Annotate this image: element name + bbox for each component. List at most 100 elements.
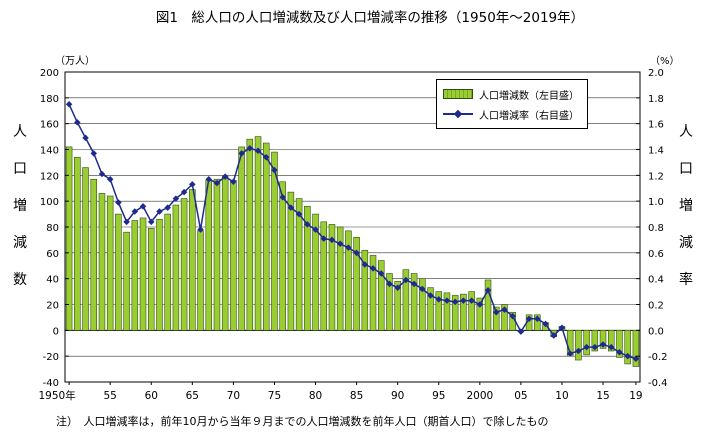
bar-population-change — [165, 214, 171, 330]
bar-population-change — [222, 177, 228, 331]
axis-title-char: 人 — [13, 124, 27, 140]
axis-title-char: 人 — [679, 124, 693, 140]
bar-population-change — [263, 143, 269, 330]
x-tick-label: 80 — [309, 390, 322, 402]
right-tick-label: 1.0 — [648, 197, 664, 208]
legend-label-bars: 人口増減数（左目盛） — [479, 87, 579, 102]
bar-population-change — [255, 137, 261, 331]
bar-population-change — [230, 181, 236, 331]
axis-title-char: 口 — [13, 161, 27, 177]
x-tick-label: 15 — [596, 390, 609, 402]
legend-item-bars: 人口増減数（左目盛） — [443, 86, 579, 102]
x-tick-label: 19 — [629, 390, 642, 402]
bar-population-change — [91, 179, 97, 330]
bar-series — [66, 137, 639, 367]
right-tick-label: 0.0 — [648, 326, 664, 337]
left-tick-label: 100 — [40, 197, 59, 208]
right-tick-label: 0.2 — [648, 301, 664, 312]
right-tick-label: 1.8 — [648, 94, 664, 105]
axis-title-char: 口 — [679, 161, 693, 177]
rate-marker — [115, 199, 122, 206]
x-tick-label: 2000 — [466, 390, 493, 402]
x-tick-label: 65 — [186, 390, 199, 402]
x-tick-label: 70 — [227, 390, 240, 402]
x-tick-label: 10 — [555, 390, 568, 402]
bar-population-change — [173, 205, 179, 330]
right-tick-label: 1.2 — [648, 171, 664, 182]
legend-bar-swatch — [443, 89, 473, 99]
bar-population-change — [575, 330, 581, 360]
rate-marker — [74, 119, 81, 126]
bar-population-change — [247, 139, 253, 330]
bar-population-change — [280, 182, 286, 331]
axis-title-char: 数 — [13, 272, 27, 288]
bar-population-change — [83, 168, 89, 331]
chart-title: 図1 総人口の人口増減数及び人口増減率の推移（1950年～2019年） — [156, 9, 584, 26]
bar-population-change — [66, 147, 72, 330]
bar-population-change — [181, 199, 187, 331]
rate-marker — [66, 101, 73, 108]
bar-population-change — [115, 214, 121, 330]
legend: 人口増減数（左目盛） 人口増減率（右目盛） — [436, 79, 588, 129]
x-tick-label: 90 — [391, 390, 404, 402]
x-tick-label: 95 — [432, 390, 445, 402]
left-tick-label: 140 — [40, 146, 59, 157]
x-tick-label: 85 — [350, 390, 363, 402]
bar-population-change — [584, 330, 590, 355]
right-tick-label: 0.8 — [648, 223, 664, 234]
x-tick-label: 05 — [514, 390, 527, 402]
legend-item-line: 人口増減率（右目盛） — [443, 106, 579, 122]
right-tick-label: -0.4 — [648, 378, 668, 389]
bar-population-change — [124, 232, 130, 330]
left-tick-label: 160 — [40, 120, 59, 131]
bar-population-change — [74, 157, 80, 330]
x-tick-label: 1950年 — [38, 389, 75, 402]
legend-label-line: 人口増減率（右目盛） — [479, 107, 579, 122]
x-tick-label: 75 — [268, 390, 281, 402]
left-tick-label: 40 — [46, 275, 59, 286]
bar-population-change — [157, 219, 163, 330]
bar-population-change — [189, 190, 195, 331]
left-tick-label: -20 — [43, 352, 59, 363]
right-tick-label: 1.6 — [648, 120, 664, 131]
right-unit-label: （%） — [650, 55, 680, 67]
left-tick-label: 200 — [40, 68, 59, 79]
left-tick-label: 60 — [46, 249, 59, 260]
axis-title-char: 増 — [679, 198, 693, 214]
axis-title-char: 減 — [13, 234, 27, 251]
right-tick-label: 2.0 — [648, 68, 664, 79]
right-tick-label: 0.6 — [648, 249, 664, 260]
left-tick-label: 180 — [40, 94, 59, 105]
right-tick-label: 0.4 — [648, 275, 664, 286]
rate-marker — [90, 150, 97, 157]
right-tick-label: -0.2 — [648, 352, 668, 363]
axis-title-char: 増 — [13, 198, 27, 214]
bar-population-change — [239, 147, 245, 330]
bar-population-change — [132, 221, 138, 331]
bar-population-change — [107, 196, 113, 330]
bar-population-change — [288, 192, 294, 330]
left-tick-label: 20 — [46, 301, 59, 312]
left-tick-label: 80 — [46, 223, 59, 234]
bar-population-change — [99, 193, 105, 330]
legend-line-swatch — [443, 109, 473, 119]
left-tick-label: -40 — [43, 378, 59, 389]
right-tick-label: 1.4 — [648, 146, 664, 157]
bar-population-change — [140, 218, 146, 330]
axis-title-char: 率 — [679, 271, 693, 288]
axis-title-char: 減 — [679, 234, 693, 251]
x-tick-label: 60 — [145, 390, 158, 402]
left-tick-label: 120 — [40, 171, 59, 182]
rate-marker — [82, 135, 89, 142]
bar-population-change — [214, 179, 220, 330]
x-tick-label: 55 — [103, 390, 116, 402]
bar-population-change — [296, 199, 302, 331]
bar-population-change — [148, 228, 154, 330]
left-unit-label: （万人） — [55, 55, 95, 67]
left-tick-label: 0 — [53, 326, 59, 337]
bar-population-change — [198, 231, 204, 330]
bar-population-change — [206, 181, 212, 331]
chart-note: 注） 人口増減率は，前年10月から当年９月までの人口増減数を前年人口（期首人口）… — [56, 414, 549, 428]
left-axis-title: 人口増減数 — [13, 124, 27, 288]
